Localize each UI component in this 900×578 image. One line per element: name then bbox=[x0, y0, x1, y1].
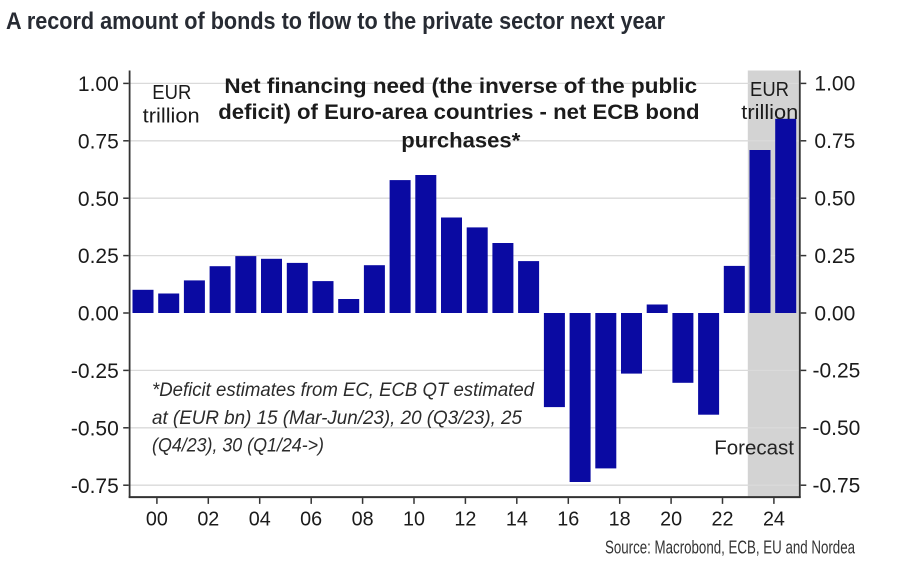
svg-text:14: 14 bbox=[506, 508, 528, 531]
svg-text:0.00: 0.00 bbox=[814, 302, 855, 325]
svg-text:(Q4/23), 30 (Q1/24->): (Q4/23), 30 (Q1/24->) bbox=[152, 435, 324, 457]
svg-text:0.25: 0.25 bbox=[814, 245, 855, 268]
svg-text:0.50: 0.50 bbox=[78, 188, 119, 211]
svg-text:at (EUR bn) 15 (Mar-Jun/23), 2: at (EUR bn) 15 (Mar-Jun/23), 20 (Q3/23),… bbox=[152, 407, 522, 429]
svg-text:0.75: 0.75 bbox=[78, 130, 119, 153]
svg-text:A record amount of bonds to fl: A record amount of bonds to flow to the … bbox=[6, 8, 665, 35]
svg-text:04: 04 bbox=[249, 508, 271, 531]
svg-text:-0.75: -0.75 bbox=[71, 475, 119, 498]
svg-text:1.00: 1.00 bbox=[814, 73, 855, 96]
svg-text:EUR: EUR bbox=[750, 79, 789, 101]
svg-text:16: 16 bbox=[557, 508, 579, 531]
svg-text:-0.50: -0.50 bbox=[813, 417, 861, 440]
svg-text:24: 24 bbox=[763, 508, 785, 531]
svg-text:02: 02 bbox=[197, 508, 219, 531]
svg-text:10: 10 bbox=[403, 508, 425, 531]
svg-text:Net financing need (the invers: Net financing need (the inverse of the p… bbox=[224, 75, 697, 98]
svg-text:-0.25: -0.25 bbox=[813, 360, 861, 383]
svg-text:EUR: EUR bbox=[152, 82, 191, 104]
svg-text:18: 18 bbox=[609, 508, 631, 531]
svg-text:Forecast: Forecast bbox=[714, 437, 794, 460]
svg-text:1.00: 1.00 bbox=[78, 73, 119, 96]
svg-text:0.00: 0.00 bbox=[78, 303, 119, 326]
svg-text:Source: Macrobond, ECB, EU and: Source: Macrobond, ECB, EU and Nordea bbox=[605, 537, 856, 557]
svg-text:deficit) of Euro-area countrie: deficit) of Euro-area countries - net EC… bbox=[218, 101, 699, 124]
svg-text:22: 22 bbox=[712, 508, 734, 531]
svg-text:20: 20 bbox=[660, 508, 682, 531]
svg-text:*Deficit estimates from EC, EC: *Deficit estimates from EC, ECB QT estim… bbox=[152, 379, 535, 401]
svg-text:-0.50: -0.50 bbox=[71, 417, 119, 440]
svg-text:06: 06 bbox=[300, 508, 322, 531]
svg-text:-0.75: -0.75 bbox=[813, 475, 861, 498]
svg-text:purchases*: purchases* bbox=[401, 130, 521, 153]
svg-text:08: 08 bbox=[352, 508, 374, 531]
svg-text:00: 00 bbox=[146, 508, 168, 531]
svg-text:0.25: 0.25 bbox=[78, 245, 119, 268]
svg-text:trillion: trillion bbox=[741, 102, 798, 124]
svg-text:0.75: 0.75 bbox=[814, 130, 855, 153]
svg-text:-0.25: -0.25 bbox=[71, 360, 119, 383]
svg-text:0.50: 0.50 bbox=[814, 188, 855, 211]
svg-text:12: 12 bbox=[454, 508, 476, 531]
svg-text:trillion: trillion bbox=[143, 105, 200, 127]
